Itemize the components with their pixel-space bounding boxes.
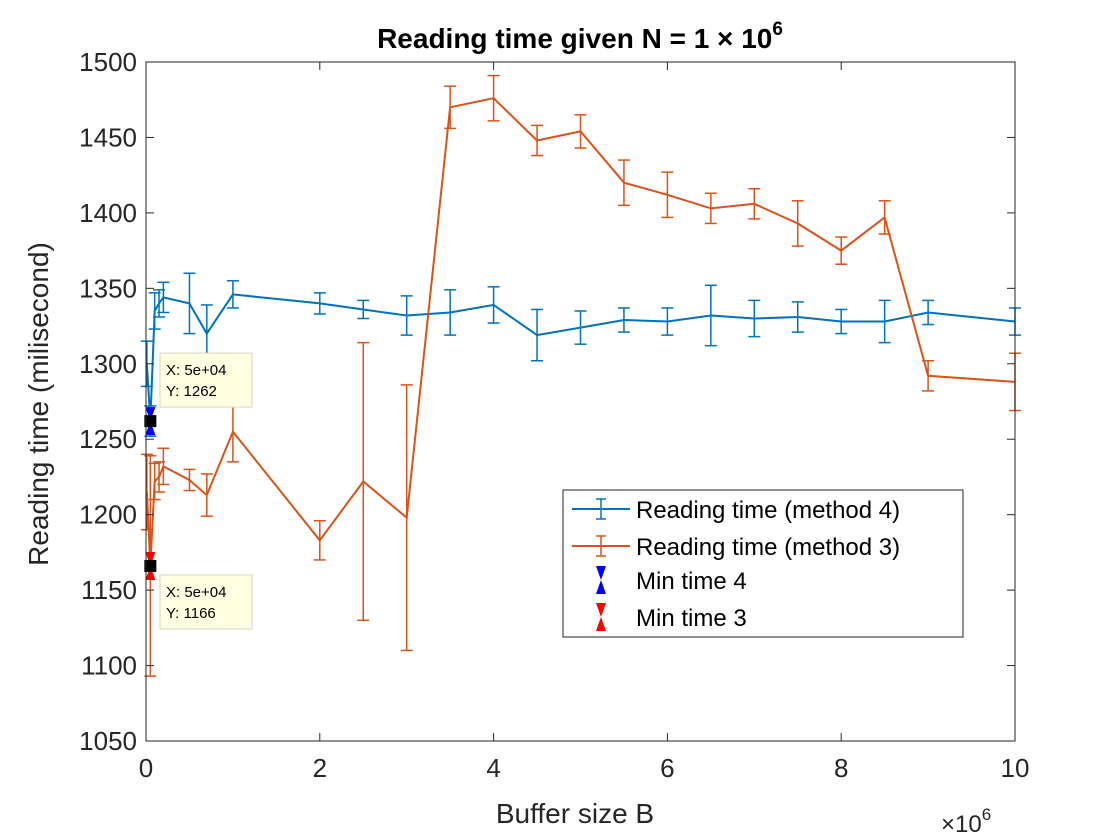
error-bar bbox=[878, 299, 891, 344]
error-bar bbox=[183, 468, 196, 492]
y-tick-label: 1500 bbox=[79, 47, 137, 77]
error-bar bbox=[574, 114, 587, 149]
error-bar bbox=[157, 447, 170, 486]
error-bar bbox=[531, 308, 544, 362]
error-bar bbox=[574, 310, 587, 345]
legend-label: Reading time (method 4) bbox=[636, 497, 900, 524]
x-tick-label: 10 bbox=[1001, 753, 1030, 783]
x-tick-label: 6 bbox=[660, 753, 674, 783]
y-tick-label: 1200 bbox=[79, 500, 137, 530]
marker-lower bbox=[145, 565, 156, 580]
x-axis-label: Buffer size B bbox=[496, 798, 654, 829]
error-bar bbox=[357, 341, 370, 622]
datatip-x: X: 5e+04 bbox=[166, 362, 226, 379]
y-tick-label: 1300 bbox=[79, 349, 137, 379]
marker-upper bbox=[596, 603, 606, 617]
error-bar bbox=[157, 281, 170, 314]
error-bar bbox=[487, 74, 500, 122]
x-tick-label: 0 bbox=[139, 753, 153, 783]
marker-upper bbox=[145, 551, 156, 566]
legend-entry-4: Min time 3 bbox=[596, 603, 747, 632]
marker-lower bbox=[596, 617, 606, 631]
error-bar bbox=[661, 171, 674, 219]
y-tick-label: 1450 bbox=[79, 122, 137, 152]
plot-frame bbox=[145, 61, 1016, 742]
error-bar bbox=[400, 295, 413, 336]
x-tick-label: 2 bbox=[313, 753, 327, 783]
y-tick-label: 1250 bbox=[79, 424, 137, 454]
error-bar bbox=[183, 272, 196, 335]
error-bar bbox=[922, 360, 935, 392]
datatip-layer: X: 5e+04 Y: 1262 X: 5e+04 Y: 1166 bbox=[144, 352, 253, 630]
error-bar bbox=[704, 284, 717, 347]
datatip-x: X: 5e+04 bbox=[166, 584, 226, 601]
x-tick-label: 4 bbox=[486, 753, 500, 783]
datatip-box bbox=[159, 352, 253, 408]
x-axis-exponent: ×106 bbox=[941, 805, 991, 838]
marker-upper bbox=[596, 566, 606, 580]
legend: Reading time (method 4) Reading time (met… bbox=[562, 489, 964, 638]
y-tick-label: 1050 bbox=[79, 726, 137, 756]
min-time-marker-1 bbox=[145, 407, 156, 436]
marker-upper bbox=[145, 407, 156, 422]
legend-marker bbox=[596, 566, 606, 594]
min-time-marker-2 bbox=[145, 551, 156, 580]
y-tick-label: 1400 bbox=[79, 198, 137, 228]
marker-lower bbox=[596, 580, 606, 594]
marker-lower bbox=[145, 421, 156, 436]
series-1 bbox=[140, 272, 1021, 437]
plot-area bbox=[146, 62, 1015, 741]
error-bar bbox=[748, 187, 761, 220]
y-tick-label: 1150 bbox=[81, 575, 137, 605]
legend-entry-1: Reading time (method 4) bbox=[572, 497, 900, 524]
error-bar bbox=[200, 473, 213, 517]
error-bar bbox=[791, 200, 804, 247]
legend-box bbox=[562, 489, 964, 638]
error-bar bbox=[835, 236, 848, 265]
error-bar bbox=[878, 200, 891, 235]
error-bar bbox=[791, 301, 804, 333]
x-tick-label: 8 bbox=[834, 753, 848, 783]
error-bar bbox=[357, 299, 370, 320]
error-bar bbox=[444, 85, 457, 130]
error-bar bbox=[748, 299, 761, 338]
error-bar bbox=[313, 292, 326, 315]
error-bar bbox=[704, 192, 717, 225]
legend-label: Min time 4 bbox=[636, 568, 747, 595]
error-bar bbox=[835, 308, 848, 335]
y-tick-label: 1100 bbox=[81, 651, 137, 681]
legend-entry-3: Min time 4 bbox=[596, 566, 747, 595]
error-bar bbox=[922, 299, 935, 326]
legend-label: Min time 3 bbox=[636, 605, 747, 632]
error-bar bbox=[617, 307, 630, 333]
legend-marker bbox=[596, 603, 606, 631]
y-tick-label: 1350 bbox=[79, 273, 137, 303]
datatip-1: X: 5e+04 Y: 1262 bbox=[144, 352, 253, 428]
error-bar bbox=[400, 384, 413, 652]
datatip-y: Y: 1262 bbox=[166, 383, 217, 400]
datatip-box bbox=[159, 574, 253, 630]
datatip-2: X: 5e+04 Y: 1166 bbox=[144, 559, 253, 630]
error-bar bbox=[617, 159, 630, 207]
error-bar bbox=[226, 280, 239, 309]
datatip-y: Y: 1166 bbox=[166, 605, 216, 622]
datatip-anchor bbox=[144, 415, 157, 428]
error-bar bbox=[487, 286, 500, 324]
error-bar bbox=[313, 519, 326, 561]
error-bar bbox=[444, 289, 457, 336]
error-bar bbox=[661, 307, 674, 336]
chart-title: Reading time given N = 1 × 106 bbox=[377, 19, 783, 54]
y-axis-label: Reading time (milisecond) bbox=[23, 242, 54, 566]
legend-label: Reading time (method 3) bbox=[636, 534, 900, 561]
axis-layer: 0 2 4 6 8 10 1050 1100 1150 1200 1250 1300 1350 1400 1… bbox=[79, 47, 1029, 783]
error-bar bbox=[531, 124, 544, 157]
datatip-anchor bbox=[144, 559, 157, 572]
legend-entry-2: Reading time (method 3) bbox=[572, 534, 900, 561]
